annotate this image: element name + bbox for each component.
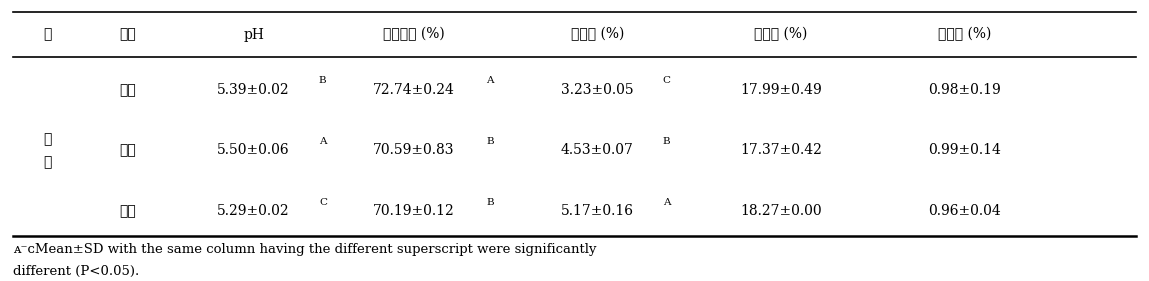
Text: 5.29±0.02: 5.29±0.02 — [217, 204, 290, 218]
Text: 보섭: 보섭 — [119, 204, 136, 218]
Text: 우둔: 우둔 — [119, 83, 136, 97]
Text: 17.37±0.42: 17.37±0.42 — [740, 144, 822, 157]
Text: 5.50±0.06: 5.50±0.06 — [217, 144, 290, 157]
Text: 18.27±0.00: 18.27±0.00 — [740, 204, 822, 218]
Text: 조회분 (%): 조회분 (%) — [938, 28, 990, 42]
Text: C: C — [319, 198, 327, 207]
Text: 설도: 설도 — [119, 144, 136, 157]
Text: 72.74±0.24: 72.74±0.24 — [373, 83, 455, 97]
Text: B: B — [486, 137, 494, 146]
Text: A: A — [486, 76, 494, 85]
Text: 17.99±0.49: 17.99±0.49 — [740, 83, 822, 97]
Text: 3.23±0.05: 3.23±0.05 — [561, 83, 634, 97]
Text: 종: 종 — [43, 28, 52, 42]
Text: 부위: 부위 — [119, 28, 136, 42]
Text: 조단백 (%): 조단백 (%) — [754, 28, 808, 42]
Text: A: A — [663, 198, 670, 207]
Text: B: B — [486, 198, 494, 207]
Text: 0.96±0.04: 0.96±0.04 — [928, 204, 1001, 218]
Text: 70.19±0.12: 70.19±0.12 — [373, 204, 455, 218]
Text: pH: pH — [244, 28, 264, 42]
Text: 4.53±0.07: 4.53±0.07 — [561, 144, 634, 157]
Text: 5.39±0.02: 5.39±0.02 — [217, 83, 290, 97]
Text: 0.98±0.19: 0.98±0.19 — [928, 83, 1001, 97]
Text: 수분함량 (%): 수분함량 (%) — [383, 28, 445, 42]
Text: 70.59±0.83: 70.59±0.83 — [373, 144, 455, 157]
Text: B: B — [663, 137, 670, 146]
Text: A: A — [319, 137, 326, 146]
Text: C: C — [663, 76, 671, 85]
Text: 조지방 (%): 조지방 (%) — [571, 28, 624, 42]
Text: ᴀ⁻ᴄMean±SD with the same column having the different superscript were significan: ᴀ⁻ᴄMean±SD with the same column having t… — [13, 243, 596, 256]
Text: 0.99±0.14: 0.99±0.14 — [927, 144, 1001, 157]
Text: 우
육: 우 육 — [43, 132, 52, 169]
Text: different (P<0.05).: different (P<0.05). — [13, 266, 139, 278]
Text: 5.17±0.16: 5.17±0.16 — [561, 204, 634, 218]
Text: B: B — [319, 76, 326, 85]
